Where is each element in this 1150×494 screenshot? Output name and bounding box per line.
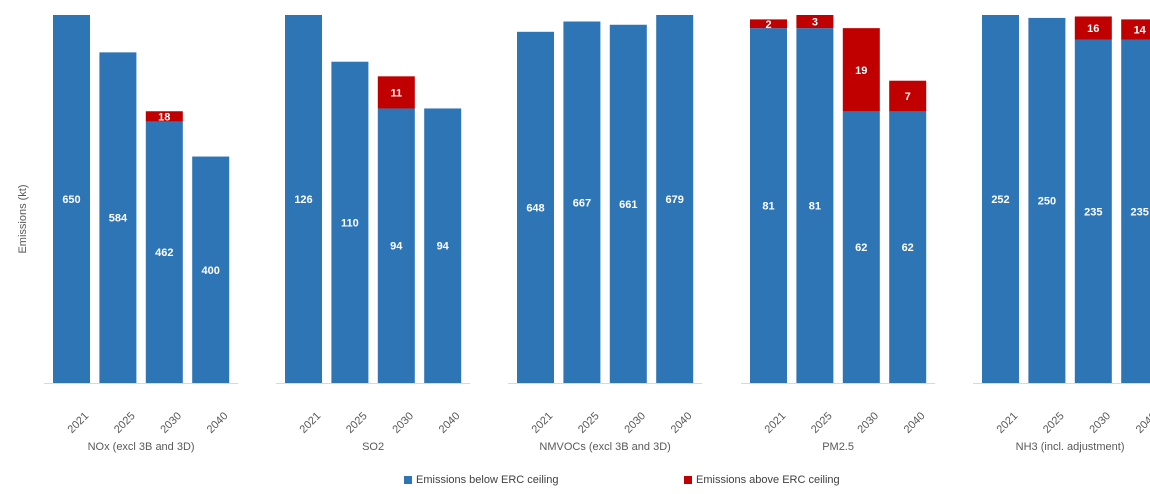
data-label-above: 16	[1087, 23, 1099, 35]
bar-above-ceiling	[145, 111, 183, 122]
bar-above-ceiling	[750, 19, 787, 29]
group-label: NOx (excl 3B and 3D)	[88, 441, 195, 453]
x-tick-label: 2021	[298, 410, 324, 436]
bar-above-ceiling	[796, 15, 834, 29]
x-tick-label: 2025	[576, 410, 602, 436]
data-label-below: 235	[1084, 206, 1102, 218]
bar-below-ceiling	[331, 61, 369, 383]
data-label-above: 2	[765, 19, 771, 31]
legend: Emissions below ERC ceiling Emissions ab…	[0, 474, 1150, 488]
data-label-below: 667	[573, 197, 591, 209]
data-label-below: 94	[437, 241, 450, 253]
data-label-below: 94	[390, 241, 403, 253]
bar-below-ceiling	[1074, 39, 1112, 383]
data-label-below: 650	[62, 194, 80, 206]
x-tick-label: 2040	[437, 410, 463, 436]
x-tick-label: 2030	[855, 410, 881, 436]
group-label: PM2.5	[822, 441, 854, 453]
bar-below-ceiling	[563, 21, 601, 383]
data-label-above: 18	[158, 111, 170, 123]
data-label-below: 126	[294, 194, 312, 206]
data-label-above: 19	[855, 65, 867, 77]
bar-below-ceiling	[1028, 17, 1066, 384]
bar-below-ceiling	[889, 111, 927, 383]
bar-above-ceiling	[377, 76, 415, 109]
group-label: NMVOCs (excl 3B and 3D)	[539, 441, 670, 453]
x-tick-label: 2021	[763, 410, 789, 436]
bar-below-ceiling	[609, 24, 647, 383]
data-label-below: 252	[991, 194, 1009, 206]
bar-below-ceiling	[796, 28, 834, 384]
data-label-below: 235	[1131, 206, 1149, 218]
bar-below-ceiling	[982, 15, 1019, 383]
x-tick-label: 2030	[158, 410, 184, 436]
data-label-below: 584	[109, 213, 128, 225]
data-label-above: 3	[812, 17, 818, 29]
x-tick-label: 2021	[66, 410, 92, 436]
bar-below-ceiling	[424, 108, 462, 383]
bar-below-ceiling	[192, 156, 230, 383]
data-label-below: 110	[341, 217, 359, 229]
x-tick-label: 2040	[902, 410, 928, 436]
data-label-below: 679	[666, 194, 684, 206]
x-tick-label: 2021	[995, 410, 1021, 436]
bar-below-ceiling	[145, 121, 183, 383]
group-label: SO2	[362, 441, 384, 453]
data-label-below: 62	[902, 242, 914, 254]
data-label-above: 11	[390, 87, 402, 99]
data-label-above: 7	[905, 91, 911, 103]
bar-below-ceiling	[285, 15, 322, 383]
data-label-below: 81	[809, 201, 821, 213]
data-label-above: 14	[1134, 25, 1147, 37]
x-tick-label: 2040	[1134, 410, 1150, 436]
bar-below-ceiling	[842, 111, 880, 383]
y-axis-label: Emissions (kt)	[17, 184, 29, 254]
x-tick-label: 2025	[809, 410, 835, 436]
bar-below-ceiling	[1121, 39, 1150, 383]
legend-swatch-above	[684, 476, 692, 484]
x-tick-label: 2040	[669, 410, 695, 436]
data-label-below: 661	[619, 199, 637, 211]
legend-item-below-ceiling: Emissions below ERC ceiling	[404, 474, 558, 486]
bar-below-ceiling	[53, 15, 90, 383]
x-tick-label: 2030	[390, 410, 416, 436]
data-label-below: 648	[526, 202, 544, 214]
bar-below-ceiling	[750, 28, 787, 384]
legend-label-below: Emissions below ERC ceiling	[416, 474, 559, 486]
x-tick-label: 2030	[1087, 410, 1113, 436]
data-label-below: 250	[1038, 195, 1056, 207]
x-tick-label: 2040	[205, 410, 231, 436]
legend-item-above-ceiling: Emissions above ERC ceiling	[684, 474, 840, 486]
x-tick-label: 2030	[622, 410, 648, 436]
data-label-below: 462	[155, 247, 173, 259]
data-label-below: 81	[762, 201, 774, 213]
legend-label-above: Emissions above ERC ceiling	[696, 474, 840, 486]
bar-above-ceiling	[1074, 16, 1112, 40]
bar-below-ceiling	[656, 15, 694, 383]
legend-swatch-below	[404, 476, 412, 484]
bar-above-ceiling	[889, 80, 927, 112]
data-label-below: 400	[202, 265, 220, 277]
x-tick-label: 2021	[530, 410, 556, 436]
bar-below-ceiling	[377, 108, 415, 383]
x-tick-label: 2025	[344, 410, 370, 436]
x-tick-label: 2025	[1041, 410, 1067, 436]
bar-below-ceiling	[517, 31, 554, 383]
data-label-below: 62	[855, 242, 867, 254]
x-tick-label: 2025	[112, 410, 138, 436]
group-label: NH3 (incl. adjustment)	[1016, 441, 1125, 453]
bar-above-ceiling	[1121, 19, 1150, 40]
bar-below-ceiling	[99, 52, 137, 384]
bar-above-ceiling	[842, 28, 880, 112]
